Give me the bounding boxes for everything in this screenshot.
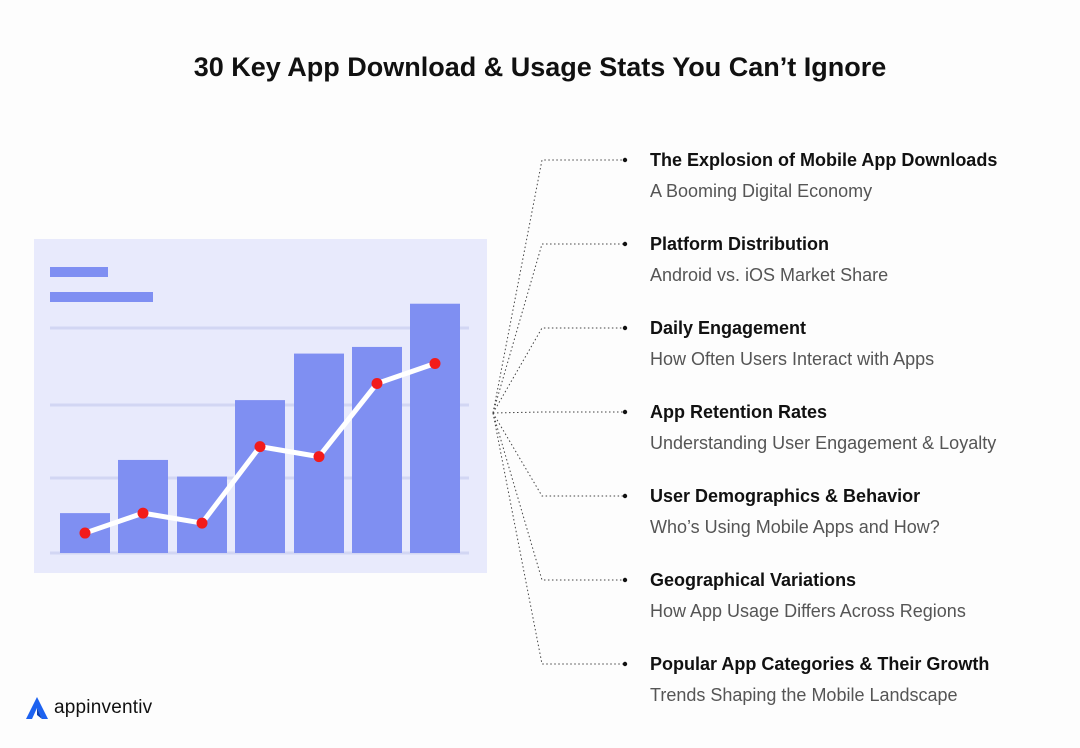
chart-bar	[177, 476, 227, 553]
stat-item: The Explosion of Mobile App Downloads A B…	[650, 149, 997, 202]
stat-item-title: User Demographics & Behavior	[650, 486, 921, 506]
stat-item-subtitle: Who’s Using Mobile Apps and How?	[650, 517, 940, 537]
trend-point	[196, 517, 208, 529]
brand-logo: appinventiv	[24, 695, 152, 721]
connector-dot	[622, 409, 628, 415]
stat-item-subtitle: Android vs. iOS Market Share	[650, 265, 889, 285]
connector-line	[492, 412, 625, 581]
stat-item: Popular App Categories & Their Growth Tre…	[650, 653, 989, 706]
stat-item-title: App Retention Rates	[650, 402, 828, 422]
stat-item: User Demographics & Behavior Who’s Using …	[650, 485, 940, 538]
connector-dot	[622, 577, 628, 583]
connector-line	[492, 327, 625, 414]
logo-text: appinventiv	[54, 697, 153, 718]
chart-bar	[118, 459, 168, 553]
trend-point	[429, 358, 441, 370]
connector-dot	[622, 157, 628, 163]
stat-item-title: Geographical Variations	[650, 570, 857, 590]
chart-bar	[410, 303, 460, 553]
stat-item: Platform Distribution Android vs. iOS Mar…	[650, 233, 888, 286]
page-title: 30 Key App Download & Usage Stats You Ca…	[193, 52, 887, 82]
chart-illustration	[34, 239, 487, 573]
appinventiv-logo-icon	[26, 697, 48, 719]
trend-point	[313, 451, 325, 463]
connector-line	[492, 412, 625, 665]
trend-point	[137, 507, 149, 519]
connector-line	[492, 411, 625, 414]
stat-item: Geographical Variations How App Usage Dif…	[650, 569, 966, 622]
stat-item-title: Daily Engagement	[650, 318, 807, 338]
stat-item: App Retention Rates Understanding User En…	[650, 401, 996, 454]
stat-item-subtitle: Trends Shaping the Mobile Landscape	[650, 685, 958, 705]
stat-item: Daily Engagement How Often Users Interact…	[650, 317, 934, 370]
trend-point	[79, 527, 91, 539]
stat-item-title: The Explosion of Mobile App Downloads	[650, 150, 998, 170]
stat-item-subtitle: How App Usage Differs Across Regions	[650, 601, 966, 621]
stat-item-title: Popular App Categories & Their Growth	[650, 654, 990, 674]
stat-item-title: Platform Distribution	[650, 234, 829, 254]
legend-bar-long	[50, 292, 153, 302]
connector-dot	[622, 325, 628, 331]
connector-dot	[622, 241, 628, 247]
stat-item-subtitle: A Booming Digital Economy	[650, 181, 873, 201]
trend-point	[371, 377, 383, 389]
connector-dot	[622, 493, 628, 499]
connector-line	[492, 159, 625, 414]
connector-dot	[622, 661, 628, 667]
stat-item-subtitle: Understanding User Engagement & Loyalty	[650, 433, 997, 453]
connector-line	[492, 412, 625, 497]
stat-item-subtitle: How Often Users Interact with Apps	[650, 349, 935, 369]
chart-bar	[235, 400, 285, 553]
trend-point	[254, 441, 266, 453]
legend-bar-short	[50, 267, 108, 277]
